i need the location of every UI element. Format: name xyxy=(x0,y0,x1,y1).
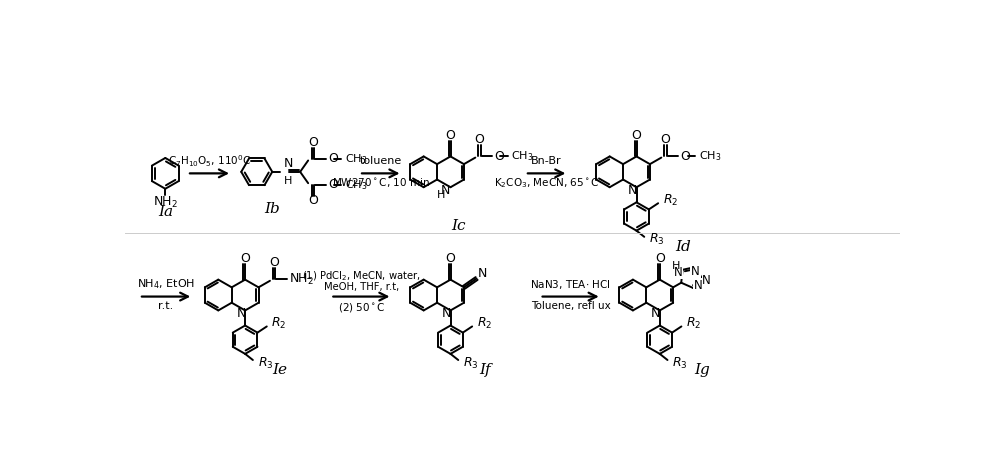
Text: O: O xyxy=(328,152,338,165)
Text: R$_3$: R$_3$ xyxy=(672,356,688,371)
Text: N: N xyxy=(478,267,488,281)
Text: H: H xyxy=(284,175,292,186)
Text: N: N xyxy=(702,274,711,287)
Text: NH$_2$: NH$_2$ xyxy=(153,195,178,210)
Text: Id: Id xyxy=(675,240,691,254)
Text: NH$_2$: NH$_2$ xyxy=(289,272,314,287)
Text: r.t.: r.t. xyxy=(158,301,174,311)
Text: O: O xyxy=(495,150,505,163)
Text: O: O xyxy=(308,136,318,149)
Text: H: H xyxy=(672,261,681,271)
Text: CH$_3$: CH$_3$ xyxy=(511,149,533,163)
Text: Ia: Ia xyxy=(158,205,173,219)
Text: O: O xyxy=(328,178,338,191)
Text: R$_3$: R$_3$ xyxy=(649,232,665,247)
Text: N: N xyxy=(651,307,661,320)
Text: CH$_3$: CH$_3$ xyxy=(699,149,721,163)
Text: K$_2$CO$_3$, MeCN, 65$^\circ$C: K$_2$CO$_3$, MeCN, 65$^\circ$C xyxy=(494,176,599,189)
Text: If: If xyxy=(480,363,491,377)
Text: Ic: Ic xyxy=(451,219,466,233)
Text: R$_2$: R$_2$ xyxy=(686,316,701,331)
Text: (1) PdCl$_2$, MeCN, water,: (1) PdCl$_2$, MeCN, water, xyxy=(302,270,421,283)
Text: H: H xyxy=(437,190,445,200)
Text: CH$_3$: CH$_3$ xyxy=(345,178,367,192)
Text: R$_2$: R$_2$ xyxy=(663,193,678,208)
Text: N: N xyxy=(691,265,700,278)
Text: Ib: Ib xyxy=(264,202,280,216)
Text: O: O xyxy=(446,129,455,142)
Text: MeOH, THF, r.t,: MeOH, THF, r.t, xyxy=(324,282,399,292)
Text: O: O xyxy=(474,133,484,146)
Text: MW270$^\circ$C, 10 min: MW270$^\circ$C, 10 min xyxy=(332,176,430,189)
Text: Bn-Br: Bn-Br xyxy=(531,156,562,166)
Text: O: O xyxy=(240,252,250,265)
Text: NH$_4$, EtOH: NH$_4$, EtOH xyxy=(137,277,195,291)
Text: O: O xyxy=(632,129,641,142)
Text: NaN3, TEA$\cdot$ HCl: NaN3, TEA$\cdot$ HCl xyxy=(530,278,611,291)
Text: O: O xyxy=(681,150,691,163)
Text: (2) 50$^\circ$C: (2) 50$^\circ$C xyxy=(338,301,385,314)
Text: CH$_3$: CH$_3$ xyxy=(345,152,367,166)
Text: N: N xyxy=(237,307,246,320)
Text: O: O xyxy=(269,256,279,269)
Text: N: N xyxy=(693,279,702,292)
Text: O: O xyxy=(308,194,318,207)
Text: Ig: Ig xyxy=(694,363,710,377)
Text: O: O xyxy=(660,133,670,146)
Text: N: N xyxy=(442,307,451,320)
Text: Ie: Ie xyxy=(272,363,288,377)
Text: N: N xyxy=(674,266,682,279)
Text: Toluene, refl ux: Toluene, refl ux xyxy=(531,301,610,311)
Text: C$_7$H$_{10}$O$_5$, 110$^0$C: C$_7$H$_{10}$O$_5$, 110$^0$C xyxy=(168,153,251,169)
Text: R$_2$: R$_2$ xyxy=(271,316,287,331)
Text: N: N xyxy=(441,184,451,197)
Text: O: O xyxy=(655,252,665,265)
Text: R$_3$: R$_3$ xyxy=(258,356,273,371)
Text: O: O xyxy=(446,252,455,265)
Text: N: N xyxy=(628,184,637,197)
Text: R$_2$: R$_2$ xyxy=(477,316,492,331)
Text: toluene: toluene xyxy=(360,156,402,166)
Text: N: N xyxy=(284,157,293,170)
Text: R$_3$: R$_3$ xyxy=(463,356,479,371)
